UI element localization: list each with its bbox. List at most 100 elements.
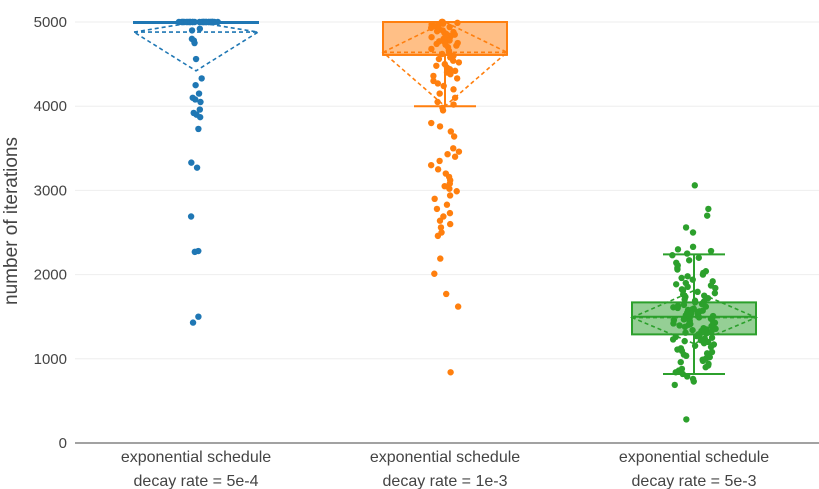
data-point: [676, 322, 683, 329]
series-layer: [131, 18, 759, 423]
data-point: [202, 18, 210, 26]
data-point: [187, 213, 195, 220]
data-point: [674, 304, 681, 312]
data-point: [702, 364, 709, 371]
data-point: [428, 119, 435, 127]
data-point: [454, 303, 462, 310]
data-point: [446, 23, 453, 31]
y-tick-label: 3000: [34, 182, 67, 199]
y-tick-label: 4000: [34, 98, 67, 115]
data-point: [445, 49, 453, 56]
data-point: [433, 28, 441, 35]
data-point: [705, 205, 712, 213]
data-point: [691, 182, 698, 189]
data-point: [711, 289, 719, 297]
data-point: [188, 159, 195, 166]
data-point: [195, 90, 203, 97]
data-point: [678, 274, 685, 282]
data-point: [708, 334, 716, 341]
data-point: [708, 328, 715, 336]
data-point: [446, 37, 453, 44]
data-point: [672, 369, 679, 376]
data-point: [683, 250, 691, 257]
data-point: [683, 416, 690, 423]
data-point: [195, 125, 202, 133]
data-point: [189, 319, 197, 326]
data-point: [681, 337, 688, 345]
data-point: [434, 232, 442, 240]
data-point: [436, 90, 443, 97]
data-point: [444, 150, 451, 158]
data-point: [695, 254, 702, 261]
data-point: [689, 276, 696, 283]
y-tick-label: 1000: [34, 351, 67, 368]
data-point: [682, 329, 689, 336]
data-point: [433, 40, 440, 48]
data-point: [455, 59, 463, 66]
data-point: [439, 107, 447, 114]
sd-diamond: [381, 21, 509, 108]
y-tick-labels: 0 1000 2000 3000 4000 5000: [34, 14, 67, 452]
data-point: [453, 188, 460, 195]
data-point: [437, 224, 445, 231]
data-point: [683, 352, 690, 360]
data-point: [436, 217, 444, 224]
data-point: [435, 55, 443, 63]
series-group: [131, 18, 261, 326]
data-point: [674, 266, 681, 273]
data-point: [684, 283, 691, 291]
data-point: [434, 166, 442, 173]
data-point: [191, 39, 198, 47]
data-point: [198, 75, 205, 82]
data-point: [446, 185, 453, 192]
data-point: [704, 212, 711, 219]
data-point: [689, 326, 696, 334]
data-point: [446, 192, 454, 199]
data-point: [707, 343, 715, 351]
data-point: [192, 81, 199, 89]
data-point: [712, 284, 719, 292]
data-point: [447, 71, 454, 78]
data-point: [691, 342, 699, 349]
data-point: [189, 18, 197, 26]
data-point: [436, 157, 443, 165]
data-point: [209, 18, 216, 26]
category-label: exponential schedule decay rate = 5e-3: [619, 449, 769, 489]
data-point: [438, 50, 446, 58]
data-point: [689, 229, 697, 236]
data-point: [450, 145, 457, 152]
data-point: [197, 98, 204, 106]
data-point: [451, 94, 459, 101]
data-point: [708, 348, 716, 356]
data-point: [680, 316, 688, 323]
data-point: [196, 25, 204, 32]
data-point: [428, 45, 435, 53]
data-point: [450, 101, 457, 108]
category-label: exponential schedule decay rate = 1e-3: [370, 449, 520, 489]
data-point: [453, 75, 461, 82]
data-point: [690, 378, 697, 385]
data-point: [188, 27, 196, 34]
data-point: [450, 86, 457, 93]
data-point: [446, 209, 454, 217]
data-point: [446, 180, 454, 187]
data-point: [449, 57, 457, 64]
data-point: [434, 98, 441, 106]
data-point: [669, 252, 676, 259]
data-point: [440, 82, 447, 90]
data-point: [707, 247, 715, 255]
data-point: [430, 72, 437, 80]
data-point: [684, 273, 691, 280]
data-point: [694, 288, 701, 296]
data-point: [437, 255, 444, 262]
data-point: [439, 20, 447, 27]
data-point: [196, 18, 203, 26]
data-point: [671, 381, 678, 389]
data-point: [455, 148, 463, 155]
data-point: [443, 201, 451, 208]
data-point: [677, 358, 684, 366]
data-point: [695, 314, 703, 321]
sd-diamond: [131, 21, 261, 72]
y-tick-label: 5000: [34, 14, 67, 31]
data-point: [431, 195, 438, 203]
